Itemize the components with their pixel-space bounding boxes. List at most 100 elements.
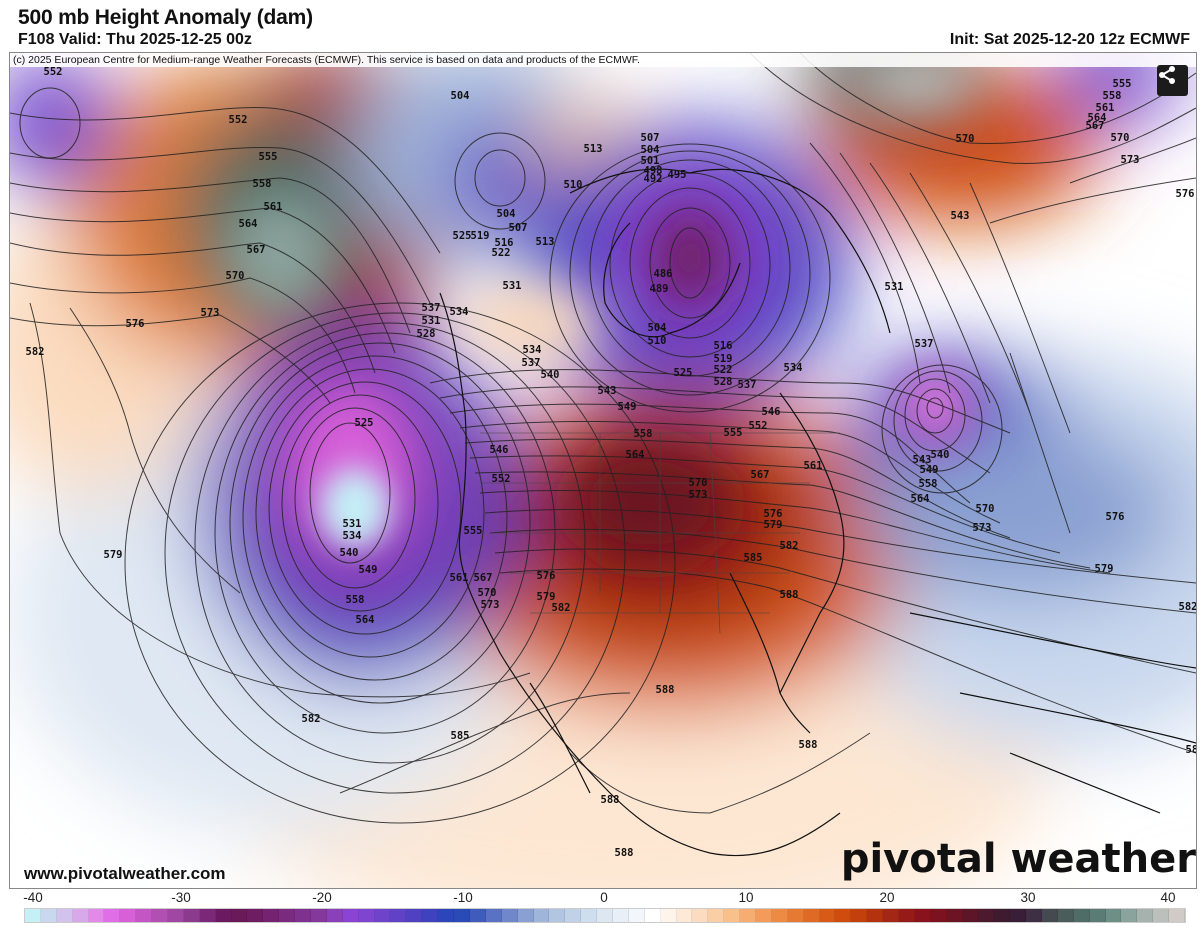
contour-label: 534 (523, 344, 542, 356)
contour-label: 582 (1179, 601, 1196, 613)
colorbar-swatch (422, 909, 439, 922)
colorbar-swatch (1137, 909, 1154, 922)
colorbar-swatch (1057, 909, 1074, 922)
contour-label: 504 (497, 208, 516, 220)
colorbar-swatch (628, 909, 645, 922)
contour-label: 504 (451, 90, 470, 102)
contour-label: 531 (885, 281, 904, 293)
contour-label: 531 (503, 280, 522, 292)
contour-label: 564 (356, 614, 375, 626)
contour-label: 537 (522, 357, 541, 369)
contour-label: 573 (1121, 154, 1140, 166)
contour-label: 543 (951, 210, 970, 222)
colorbar-swatch (183, 909, 200, 922)
colorbar-swatch (978, 909, 995, 922)
contour-label: 567 (247, 244, 266, 256)
height-anomaly-map[interactable]: 552 552 555 558 561 564 567 570 573 576 582 579 582 5… (9, 52, 1197, 889)
contour-label: 555 (1113, 78, 1132, 90)
contour-label: 552 (492, 473, 511, 485)
contour-label: 573 (689, 489, 708, 501)
contour-label: 588 (656, 684, 675, 696)
colorbar-swatch (851, 909, 868, 922)
colorbar-swatch (597, 909, 613, 922)
contour-label: 564 (1088, 112, 1107, 124)
share-icon (1159, 66, 1175, 84)
contour-label: 570 (689, 477, 708, 489)
map-canvas: 5525525555585615645675705735765825795825… (10, 53, 1196, 888)
contour-label: 558 (919, 478, 938, 490)
contour-label: 510 (648, 335, 667, 347)
colorbar-swatch (994, 909, 1011, 922)
contour-label: 519 (471, 230, 490, 242)
contour-label: 570 (1111, 132, 1130, 144)
share-button[interactable] (1157, 65, 1188, 96)
colorbar-swatch (565, 909, 582, 922)
contour-label: 492 (644, 173, 663, 185)
colorbar-swatch (1121, 909, 1138, 922)
contour-label: 576 (1106, 511, 1125, 523)
colorbar-swatch (56, 909, 73, 922)
colorbar-swatch (660, 909, 677, 922)
contour-label: 507 (509, 222, 528, 234)
contour-label: 561 (264, 201, 283, 213)
colorbar-swatch (168, 909, 184, 922)
colorbar-swatch (676, 909, 693, 922)
contour-label: 585 (451, 730, 470, 742)
contour-label: 552 (229, 114, 248, 126)
contour-label: 570 (478, 587, 497, 599)
contour-label: 507 (641, 132, 660, 144)
colorbar-swatch (1169, 909, 1186, 922)
colorbar-swatch (390, 909, 407, 922)
contour-label: 555 (724, 427, 743, 439)
contour-label: 510 (564, 179, 583, 191)
colorbar-swatch (88, 909, 105, 922)
contour-label: 582 (780, 540, 799, 552)
colorbar-swatch (1026, 909, 1042, 922)
colorbar-swatch (1042, 909, 1058, 922)
contour-label: 519 (714, 353, 733, 365)
colorbar-swatch (342, 909, 359, 922)
contour-label: 561 (1096, 102, 1115, 114)
contour-label: 522 (492, 247, 511, 259)
contour-label: 534 (450, 306, 469, 318)
contour-label: 555 (259, 151, 278, 163)
contour-label: 561 (804, 460, 823, 472)
colorbar-swatch (724, 909, 741, 922)
colorbar-tick-label: -20 (312, 890, 332, 905)
contour-label: 573 (201, 307, 220, 319)
colorbar-swatch (819, 909, 836, 922)
colorbar-tick-label: -30 (171, 890, 191, 905)
contour-label: 549 (359, 564, 378, 576)
colorbar-tick-label: 20 (879, 890, 895, 905)
colorbar-tick-label: 0 (600, 890, 608, 905)
contour-label: 549 (920, 464, 939, 476)
colorbar-swatch (1153, 909, 1170, 922)
colorbar-swatch (326, 909, 343, 922)
colorbar-swatch (247, 909, 264, 922)
contour-label: 579 (537, 591, 556, 603)
contour-label: 549 (618, 401, 637, 413)
contour-label: 513 (536, 236, 555, 248)
colorbar-swatch (1010, 909, 1027, 922)
contour-labels: 5525525555585615645675705735765825795825… (26, 66, 1196, 859)
contour-label: 516 (714, 340, 733, 352)
contour-label: 582 (26, 346, 45, 358)
contour-label: 588 (799, 739, 818, 751)
colorbar-swatch (406, 909, 423, 922)
contour-label: 576 (537, 570, 556, 582)
contour-label: 576 (126, 318, 145, 330)
contour-label: 486 (654, 268, 673, 280)
colorbar-swatch (692, 909, 709, 922)
colorbar-swatch (644, 909, 661, 922)
colorbar-swatch (374, 909, 391, 922)
colorbar-swatch (867, 909, 884, 922)
contour-label: 552 (749, 420, 768, 432)
contour-label: 531 (343, 518, 362, 530)
colorbar-swatch (517, 909, 534, 922)
contour-label: 564 (239, 218, 258, 230)
contour-label: 495 (668, 169, 687, 181)
contour-label: 501 (641, 155, 660, 167)
contour-label: 573 (973, 522, 992, 534)
colorbar-swatch (549, 909, 566, 922)
colorbar-swatch (771, 909, 788, 922)
